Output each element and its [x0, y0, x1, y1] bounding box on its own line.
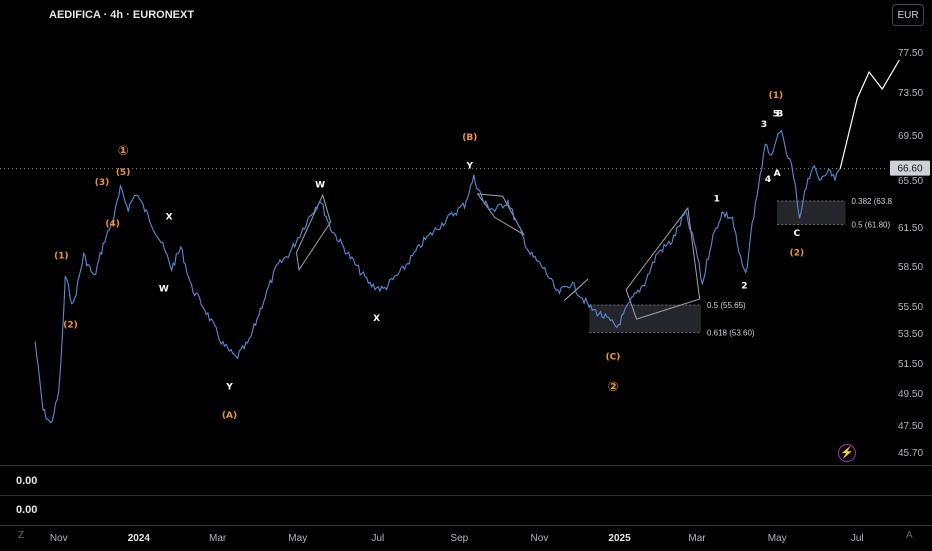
wave-label: ② [607, 380, 618, 395]
y-tick-label: 73.50 [898, 88, 923, 99]
x-axis: Nov 2024 Mar May Jul Sep Nov 2025 Mar May Jul [50, 533, 864, 544]
wave-channel [625, 206, 701, 320]
wave-label: X [373, 314, 380, 324]
x-tick-label: Nov [50, 533, 68, 544]
y-axis: 77.50 73.50 69.50 65.50 61.50 58.50 55.50 53.50… [890, 48, 930, 459]
x-tick-label: 2024 [128, 533, 151, 544]
x-tick-label: May [288, 533, 307, 544]
current-price-label: 66.60 [897, 164, 922, 175]
wave-label: (A) [222, 411, 237, 421]
wave-label: (2) [790, 249, 805, 259]
x-tick-label: Mar [688, 533, 706, 544]
wave-label: (B) [462, 133, 477, 143]
price-series [34, 129, 841, 424]
x-tick-label: 2025 [608, 533, 631, 544]
y-tick-label: 53.50 [898, 329, 923, 340]
x-tick-label: Mar [209, 533, 227, 544]
fib-zone [589, 305, 701, 333]
wave-channel [564, 278, 589, 301]
projection-line [839, 59, 900, 169]
y-tick-label: 77.50 [898, 48, 923, 59]
lightning-icon[interactable]: ⚡ [838, 444, 856, 462]
fib-label: 0.618 (53.60) [707, 329, 755, 338]
projection-path [839, 59, 900, 169]
y-tick-label: 45.70 [898, 448, 923, 459]
wave-label: (1) [769, 91, 784, 101]
wave-label: (3) [95, 178, 110, 188]
y-tick-label: 61.50 [898, 223, 923, 234]
x-tick-label: Nov [531, 533, 549, 544]
fib-label: 0.382 (63.8 [851, 197, 892, 206]
wave-channel [476, 193, 525, 236]
fib-zone [777, 200, 846, 225]
wave-label: 3 [761, 120, 767, 130]
indicator-pane-2: 0.00 [0, 495, 932, 526]
wave-label: (C) [606, 353, 621, 363]
currency-button[interactable]: EUR [892, 4, 924, 26]
wave-label: (2) [63, 321, 78, 331]
wave-label: Y [225, 383, 233, 393]
wave-label: 4 [765, 175, 771, 185]
price-line [34, 129, 841, 424]
x-tick-label: May [768, 533, 787, 544]
y-tick-label: 51.50 [898, 359, 923, 370]
y-tick-label: 49.50 [898, 389, 923, 400]
indicator-1-value: 0.00 [16, 475, 38, 487]
y-tick-label: 47.50 [898, 421, 923, 432]
y-tick-label: 58.50 [898, 262, 923, 273]
wave-label: W [159, 284, 169, 294]
wave-label: C [794, 229, 801, 239]
time-axis-pane [0, 525, 932, 551]
wave-label: A [774, 169, 781, 179]
chart-title: AEDIFICA · 4h · EURONEXT [49, 9, 195, 21]
x-tick-label: Sep [450, 533, 468, 544]
current-price-badge [890, 160, 930, 176]
wave-label: X [166, 212, 173, 222]
wave-label: ① [118, 144, 129, 159]
wave-channel [295, 193, 332, 272]
timezone-button[interactable]: Z [18, 530, 25, 541]
wave-labels: ① (5) (3) (4) (1) (2) X W Y (A) W X (B) Y (C) ② 1 2 3 (1) 5B… [54, 91, 804, 421]
x-tick-label: Jul [851, 533, 864, 544]
fib-label: 0.5 (61.80) [851, 220, 890, 229]
fib-label: 0.5 (55.65) [707, 301, 746, 310]
auto-scale-button[interactable]: A [906, 530, 913, 541]
y-tick-label: 65.50 [898, 176, 923, 187]
wave-label: (5) [116, 168, 131, 178]
indicator-pane-1: 0.00 [0, 465, 932, 496]
wave-label: 5 [773, 109, 779, 119]
wave-label: Y [466, 161, 474, 171]
wave-label: (1) [54, 251, 69, 261]
fib-zones: 0.5 (55.65) 0.618 (53.60) 0.382 (63.8 0.5 (… [589, 197, 892, 338]
y-tick-label: 55.50 [898, 302, 923, 313]
wave-label: 2 [741, 282, 747, 292]
indicator-2-value: 0.00 [16, 504, 38, 516]
x-tick-label: Jul [371, 533, 384, 544]
wave-label: W [315, 181, 325, 191]
y-tick-label: 69.50 [898, 131, 923, 142]
wave-label: 1 [714, 195, 720, 205]
wave-label: B [776, 109, 783, 119]
wave-channels [295, 193, 701, 320]
wave-label: (4) [105, 219, 120, 229]
